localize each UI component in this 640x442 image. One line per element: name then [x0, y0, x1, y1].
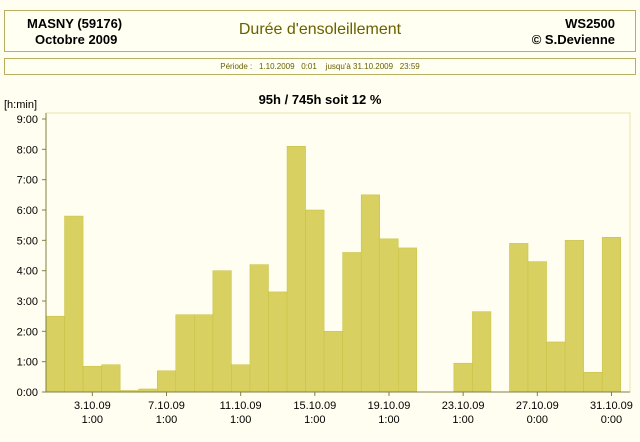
- device-name: WS2500: [565, 16, 615, 31]
- chart-title: 95h / 745h soit 12 %: [259, 92, 382, 107]
- y-tick-label-2:00: 2:00: [17, 326, 38, 338]
- y-axis-label: [h:min]: [4, 99, 37, 111]
- bar-8.10.09: [175, 314, 195, 393]
- bar-3.10.09: [82, 365, 102, 393]
- sunshine-chart: 95h / 745h soit 12 % [h:min] 0:00 1:00 2:00 3…: [0, 80, 640, 437]
- period-text: Période : 1.10.2009 0:01 jusqu'à 31.10.2…: [5, 62, 635, 71]
- y-tick-label-7:00: 7:00: [17, 175, 38, 187]
- bar-2.10.09: [64, 215, 84, 393]
- x-tick-label-3.10.09: 3.10.09: [74, 400, 111, 412]
- bar-30.10.09: [583, 372, 603, 393]
- bar-31.10.09: [601, 237, 621, 393]
- y-tick-label-1:00: 1:00: [17, 357, 38, 369]
- y-tick-label-5:00: 5:00: [17, 235, 38, 247]
- x-tick-label-11.10.09: 11.10.09: [220, 400, 262, 412]
- bar-20.10.09: [398, 247, 418, 393]
- bar-4.10.09: [101, 364, 121, 393]
- x-tick-label-31.10.09: 31.10.09: [590, 400, 633, 412]
- x-tick-time-23.10.09: 1:00: [452, 414, 473, 426]
- header-panel: MASNY (59176) Octobre 2009 Durée d'ensol…: [4, 10, 636, 52]
- y-tick-label-3:00: 3:00: [17, 296, 38, 308]
- x-tick-label-19.10.09: 19.10.09: [368, 400, 411, 412]
- bar-17.10.09: [342, 252, 362, 393]
- period-until: jusqu'à: [325, 62, 351, 71]
- bar-11.10.09: [231, 364, 251, 393]
- x-tick-label-7.10.09: 7.10.09: [148, 400, 185, 412]
- bar-15.10.09: [305, 209, 325, 393]
- bar-19.10.09: [379, 238, 399, 393]
- period-bar: Période : 1.10.2009 0:01 jusqu'à 31.10.2…: [4, 58, 636, 75]
- x-tick-time-31.10.09: 0:00: [601, 414, 622, 426]
- y-tick-label-8:00: 8:00: [17, 144, 38, 156]
- x-tick-time-19.10.09: 1:00: [378, 414, 399, 426]
- x-tick-time-7.10.09: 1:00: [156, 414, 177, 426]
- bar-9.10.09: [194, 314, 214, 393]
- bar-28.10.09: [546, 341, 566, 393]
- bar-24.10.09: [472, 311, 492, 393]
- bar-16.10.09: [323, 331, 343, 393]
- period-start: 1.10.2009 0:01: [258, 62, 317, 71]
- bar-10.10.09: [212, 270, 232, 393]
- x-tick-time-15.10.09: 1:00: [304, 414, 325, 426]
- page-title: Durée d'ensoleillement: [238, 21, 402, 38]
- bar-27.10.09: [527, 261, 547, 393]
- bar-14.10.09: [286, 146, 306, 393]
- y-tick-label-9:00: 9:00: [17, 114, 38, 126]
- period-label: Période :: [220, 62, 253, 71]
- x-tick-time-3.10.09: 1:00: [82, 414, 103, 426]
- bar-18.10.09: [360, 194, 380, 393]
- author-credit: © S.Devienne: [531, 32, 615, 47]
- x-tick-label-27.10.09: 27.10.09: [516, 400, 559, 412]
- month-label: Octobre 2009: [35, 32, 118, 47]
- station-name: MASNY (59176): [27, 16, 123, 31]
- bar-29.10.09: [564, 240, 584, 393]
- chart-svg: 95h / 745h soit 12 % [h:min] 0:00 1:00 2:00 3…: [4, 92, 633, 426]
- period-end: 31.10.2009 23:59: [353, 62, 420, 71]
- x-tick-time-11.10.09: 1:00: [230, 414, 251, 426]
- x-tick-label-23.10.09: 23.10.09: [442, 400, 485, 412]
- y-tick-label-4:00: 4:00: [17, 266, 38, 278]
- bar-7.10.09: [156, 370, 177, 393]
- x-tick-label-15.10.09: 15.10.09: [293, 400, 336, 412]
- y-tick-label-0:00: 0:00: [17, 387, 38, 399]
- device-block: WS2500 © S.Devienne: [532, 16, 615, 48]
- x-tick-time-27.10.09: 0:00: [527, 414, 548, 426]
- bar-23.10.09: [453, 362, 473, 393]
- bar-12.10.09: [249, 264, 269, 393]
- bar-26.10.09: [509, 243, 529, 393]
- station-block: MASNY (59176) Octobre 2009: [27, 16, 122, 48]
- bar-1.10.09: [45, 315, 65, 393]
- bar-13.10.09: [268, 291, 288, 393]
- y-tick-label-6:00: 6:00: [17, 205, 38, 217]
